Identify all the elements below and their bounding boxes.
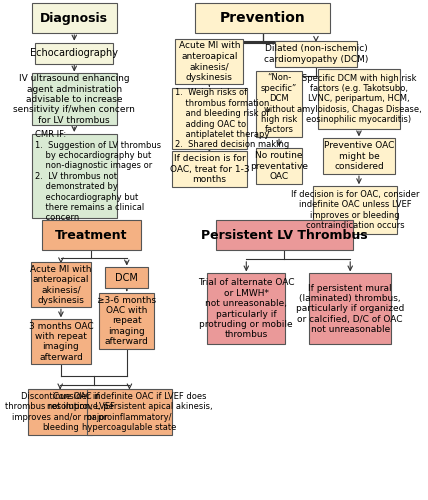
Text: Discontinue OAC if
thrombus resolution, LVEF
improves and/or major
bleeding: Discontinue OAC if thrombus resolution, … [5, 392, 115, 432]
Text: Specific DCM with high risk
factors (e.g. Takotsubo,
LVNC, peripartum, HCM,
amyl: Specific DCM with high risk factors (e.g… [297, 74, 421, 124]
FancyBboxPatch shape [318, 68, 400, 130]
Text: Treatment: Treatment [55, 228, 128, 241]
Text: Acute MI with
anteroapical
akinesis/
dyskinesis: Acute MI with anteroapical akinesis/ dys… [178, 42, 240, 82]
FancyBboxPatch shape [256, 148, 302, 184]
Text: Echocardiography: Echocardiography [30, 48, 118, 58]
FancyBboxPatch shape [323, 138, 395, 174]
FancyBboxPatch shape [175, 39, 244, 84]
FancyBboxPatch shape [216, 220, 353, 250]
Text: 1.  Weigh risks of
    thrombus formation
    and bleeding risk of
    adding OA: 1. Weigh risks of thrombus formation and… [175, 88, 290, 150]
FancyBboxPatch shape [36, 42, 113, 64]
Text: CMR IF:
1.  Suggestion of LV thrombus
    by echocardiography but
    non-diagno: CMR IF: 1. Suggestion of LV thrombus by … [36, 130, 161, 222]
FancyBboxPatch shape [309, 274, 391, 344]
Text: No routine
preventative
OAC: No routine preventative OAC [250, 152, 308, 181]
Text: IV ultrasound enhancing
agent administration
advisable to increase
sensitivity i: IV ultrasound enhancing agent administra… [13, 74, 135, 124]
Text: 3 months OAC
with repeat
imaging
afterward: 3 months OAC with repeat imaging afterwa… [29, 322, 93, 362]
FancyBboxPatch shape [32, 134, 117, 218]
FancyBboxPatch shape [105, 268, 149, 288]
Text: Diagnosis: Diagnosis [40, 12, 108, 24]
Text: “Non-
specific”
DCM
without
high risk
factors: “Non- specific” DCM without high risk fa… [261, 74, 297, 134]
FancyBboxPatch shape [195, 4, 330, 33]
Text: Trial of alternate OAC
or LMWH*
not unreasonable,
particularly if
protruding or : Trial of alternate OAC or LMWH* not unre… [198, 278, 294, 340]
FancyBboxPatch shape [32, 4, 117, 33]
FancyBboxPatch shape [31, 320, 91, 364]
Text: Dilated (non-ischemic)
cardiomyopathy (DCM): Dilated (non-ischemic) cardiomyopathy (D… [264, 44, 368, 64]
Text: DCM: DCM [116, 273, 138, 283]
Text: ≥3-6 months
OAC with
repeat
imaging
afterward: ≥3-6 months OAC with repeat imaging afte… [97, 296, 156, 346]
FancyBboxPatch shape [32, 74, 117, 126]
FancyBboxPatch shape [256, 70, 302, 138]
FancyBboxPatch shape [172, 88, 247, 150]
Text: Acute MI with
anteroapical
akinesis/
dyskinesis: Acute MI with anteroapical akinesis/ dys… [30, 265, 92, 305]
Text: Prevention: Prevention [220, 11, 306, 25]
FancyBboxPatch shape [172, 152, 247, 187]
Text: Consider indefinite OAC if LVEF does
not improve, persistent apical akinesis,
or: Consider indefinite OAC if LVEF does not… [47, 392, 212, 432]
FancyBboxPatch shape [275, 41, 357, 67]
FancyBboxPatch shape [313, 186, 397, 234]
Text: If decision is for OAC, consider
indefinite OAC unless LVEF
improves or bleeding: If decision is for OAC, consider indefin… [291, 190, 419, 230]
Text: If persistent mural
(laminated) thrombus,
particularly if organized
or calcified: If persistent mural (laminated) thrombus… [296, 284, 404, 334]
FancyBboxPatch shape [208, 274, 285, 344]
Text: Preventive OAC
might be
considered: Preventive OAC might be considered [324, 142, 394, 171]
Text: Persistent LV Thrombus: Persistent LV Thrombus [201, 228, 368, 241]
FancyBboxPatch shape [42, 220, 141, 250]
Text: If decision is for
OAC, treat for 1-3
months: If decision is for OAC, treat for 1-3 mo… [169, 154, 249, 184]
FancyBboxPatch shape [87, 388, 172, 436]
FancyBboxPatch shape [99, 293, 154, 348]
FancyBboxPatch shape [28, 388, 92, 436]
FancyBboxPatch shape [31, 262, 91, 308]
